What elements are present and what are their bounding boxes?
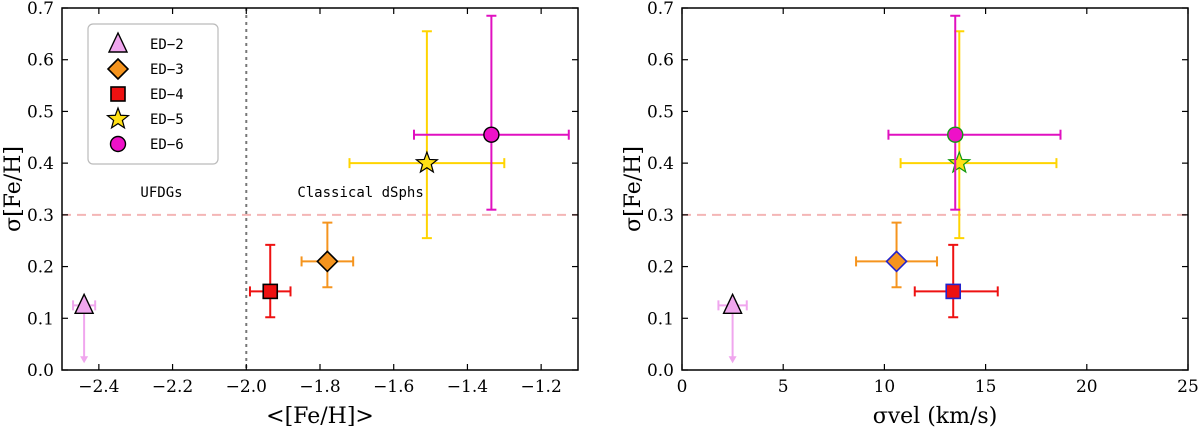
- legend-marker-circle: [109, 135, 127, 153]
- x-axis-title: σvel (km/s): [873, 404, 998, 429]
- y-tick-label: 0.4: [647, 154, 674, 174]
- y-tick-label: 0.1: [27, 309, 54, 329]
- upper-limit-arrowhead: [80, 356, 89, 364]
- y-tick-label: 0.1: [647, 309, 674, 329]
- y-tick-label: 0.2: [27, 258, 54, 278]
- data-point-ed2: [717, 292, 748, 364]
- marker-triangle: [74, 292, 95, 315]
- legend-label: ED−2: [150, 37, 184, 53]
- x-tick-label: 15: [975, 377, 997, 397]
- data-point-ed4: [913, 243, 999, 319]
- legend: ED−2 ED−3 ED−4 ED−5 ED−6: [87, 23, 219, 165]
- marker-square: [945, 283, 962, 300]
- axes-frame: [681, 7, 1189, 371]
- y-tick-label: 0.7: [647, 0, 674, 19]
- data-point-ed6: [887, 14, 1062, 211]
- data-point-ed3: [300, 221, 355, 289]
- y-tick-label: 0.0: [647, 361, 674, 381]
- legend-marker-square: [110, 86, 126, 102]
- legend-marker-diamond: [106, 57, 130, 81]
- legend-label: ED−4: [150, 87, 184, 103]
- x-tick-label: −1.6: [373, 377, 414, 397]
- data-point-ed2: [72, 292, 97, 364]
- legend-marker-triangle: [107, 31, 129, 53]
- marker-triangle: [722, 292, 743, 315]
- y-tick-label: 0.5: [647, 102, 674, 122]
- annotation-text: Classical dSphs: [297, 185, 423, 201]
- y-axis-title: σ[Fe/H]: [1, 146, 26, 232]
- data-point-ed6: [412, 14, 570, 211]
- y-tick-label: 0.3: [27, 206, 54, 226]
- x-tick-label: 5: [778, 377, 789, 397]
- marker-square: [262, 283, 279, 300]
- y-axis-title: σ[Fe/H]: [621, 146, 646, 232]
- x-tick-label: 10: [874, 377, 896, 397]
- x-tick-label: −2.2: [152, 377, 193, 397]
- y-tick-label: 0.2: [647, 258, 674, 278]
- y-tick-label: 0.6: [27, 51, 54, 71]
- marker-circle: [947, 126, 964, 143]
- x-tick-label: −1.8: [299, 377, 340, 397]
- data-point-ed3: [855, 221, 939, 289]
- legend-marker-star: [105, 106, 131, 130]
- x-tick-label: 20: [1076, 377, 1098, 397]
- marker-circle: [483, 126, 500, 143]
- x-tick-label: −1.4: [447, 377, 488, 397]
- y-tick-label: 0.7: [27, 0, 54, 19]
- marker-diamond: [316, 250, 339, 273]
- annotation-text: UFDGs: [140, 185, 182, 201]
- y-tick-label: 0.3: [647, 206, 674, 226]
- upper-limit-arrowhead: [728, 356, 737, 364]
- left-panel-metallicity: −2.4 −2.2 −2.0 −1.8 −1.6 −1.4 −1.2 0.0 0.1 0.2 0.3…: [1, 0, 579, 429]
- y-tick-label: 0.0: [27, 361, 54, 381]
- legend-box: [87, 23, 219, 165]
- y-tick-label: 0.6: [647, 51, 674, 71]
- legend-label: ED−5: [150, 112, 184, 128]
- x-tick-label: −2.4: [78, 377, 119, 397]
- x-tick-label: −2.0: [226, 377, 267, 397]
- x-tick-label: −1.2: [521, 377, 562, 397]
- marker-diamond: [885, 250, 908, 273]
- y-tick-label: 0.5: [27, 102, 54, 122]
- x-tick-label: 0: [677, 377, 688, 397]
- right-panel-velocity-dispersion: 0 5 10 15 20 25 0.0 0.1 0.2 0.3 0.4 0.5 0.6 0.7 σvel (…: [621, 0, 1199, 429]
- legend-label: ED−3: [150, 62, 184, 78]
- legend-label: ED−6: [150, 137, 184, 153]
- x-tick-label: 25: [1177, 377, 1199, 397]
- data-point-ed4: [248, 243, 292, 319]
- marker-star: [414, 150, 439, 174]
- y-tick-label: 0.4: [27, 154, 54, 174]
- marker-star: [947, 150, 972, 174]
- x-axis-title: <[Fe/H]>: [266, 404, 374, 429]
